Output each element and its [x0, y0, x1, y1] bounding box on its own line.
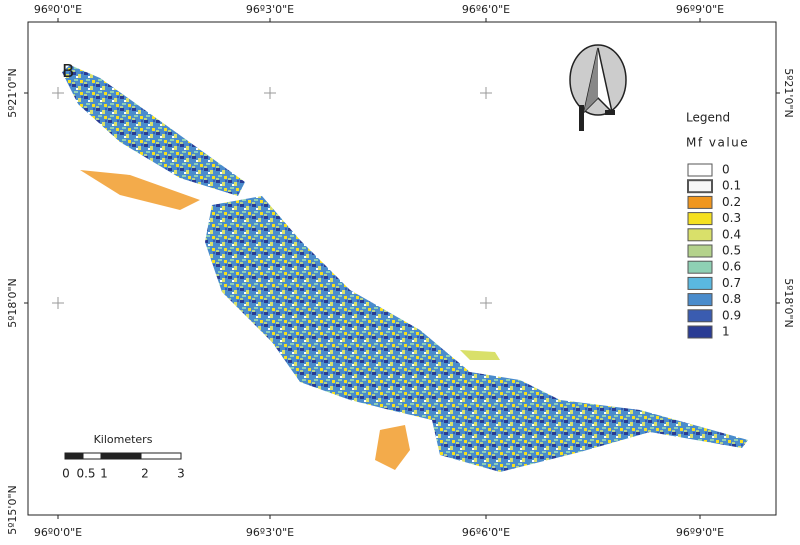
legend-label: 0.8	[722, 292, 741, 306]
legend-label: 0.2	[722, 195, 741, 209]
small-patch	[460, 350, 500, 360]
legend-swatch	[687, 163, 713, 177]
frame-ticks	[24, 18, 780, 519]
scale-label: 2	[141, 467, 149, 481]
legend-swatch	[687, 179, 713, 194]
legend-swatch	[687, 260, 713, 274]
map-features	[62, 65, 748, 472]
legend-swatch	[687, 325, 713, 339]
legend-swatch	[687, 244, 713, 258]
legend-swatch	[687, 195, 713, 209]
longitude-label: 96º6'0"E	[462, 526, 510, 539]
legend-swatch	[687, 228, 713, 242]
legend-label: 0.6	[722, 260, 741, 274]
scale-label: 3	[177, 467, 185, 481]
latitude-label: 5º18'0"N	[6, 278, 19, 328]
legend-subtitle: Mf value	[686, 136, 749, 150]
longitude-label: 96º0'0"E	[34, 526, 82, 539]
legend-swatch	[687, 309, 713, 323]
scale-bar	[64, 452, 182, 460]
legend-swatch	[687, 293, 713, 307]
latitude-label: 5º21'0"N	[782, 68, 795, 118]
legend-label: 1	[722, 325, 730, 339]
legend-label: 0	[722, 163, 730, 177]
latitude-label: 5º21'0"N	[6, 68, 19, 118]
latitude-label: 5º15'0"N	[6, 485, 19, 535]
scale-label: 0	[62, 467, 70, 481]
legend-label: 0.5	[722, 244, 741, 258]
longitude-label: 96º0'0"E	[34, 3, 82, 16]
longitude-label: 96º3'0"E	[246, 526, 294, 539]
legend-label: 0.3	[722, 211, 741, 225]
scale-label: 1	[100, 467, 108, 481]
longitude-label: 96º6'0"E	[462, 3, 510, 16]
scale-label: 0.5	[76, 467, 95, 481]
longitude-label: 96º9'0"E	[676, 526, 724, 539]
legend-swatch	[687, 276, 713, 290]
scale-title: Kilometers	[94, 433, 153, 446]
latitude-label: 5º18'0"N	[782, 278, 795, 328]
top-labels: 96º0'0"E 96º3'0"E 96º6'0"E 96º9'0"E 96º0…	[34, 3, 724, 539]
legend-label: 0.9	[722, 308, 741, 322]
land-mass	[205, 196, 748, 472]
longitude-label: 96º3'0"E	[246, 3, 294, 16]
legend-label: 0.7	[722, 276, 741, 290]
north-arrow	[569, 44, 627, 131]
legend-label: 0.1	[722, 179, 741, 193]
legend: 0 0.1 0.2 0.3 0.4 0.5 0.6 0.7 0.8 0.9 1	[687, 163, 741, 339]
legend-label: 0.4	[722, 227, 741, 241]
legend-swatch	[687, 212, 713, 226]
panel-label: B	[62, 61, 74, 82]
legend-title: Legend	[686, 111, 730, 125]
longitude-label: 96º9'0"E	[676, 3, 724, 16]
land-strip	[62, 65, 245, 196]
grid-crosses	[52, 87, 492, 309]
